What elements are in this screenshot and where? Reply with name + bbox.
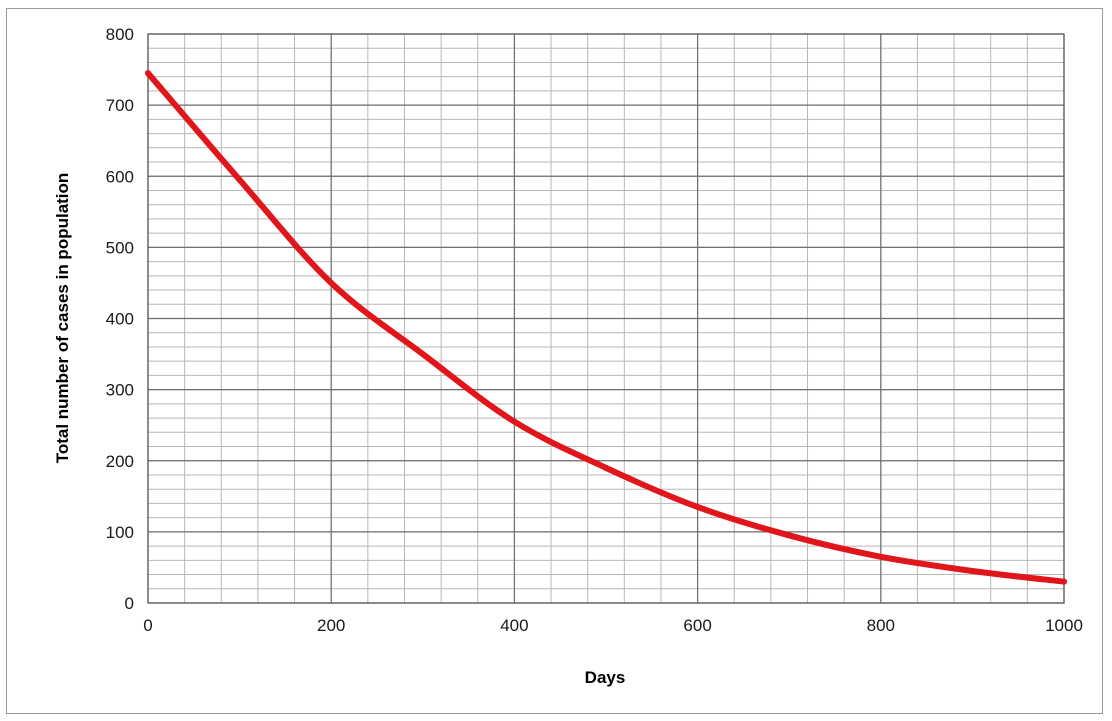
data-point	[511, 418, 518, 425]
y-tick-label: 0	[125, 594, 134, 613]
x-tick-label: 0	[143, 616, 152, 635]
x-tick-label: 600	[683, 616, 711, 635]
data-point	[877, 553, 884, 560]
data-point	[328, 279, 335, 286]
y-tick-label: 600	[106, 167, 134, 186]
data-point	[145, 70, 151, 77]
data-point	[419, 351, 426, 358]
y-tick-label: 200	[106, 452, 134, 471]
y-tick-label: 800	[106, 25, 134, 44]
y-tick-label: 700	[106, 96, 134, 115]
y-tick-label: 100	[106, 523, 134, 542]
data-point	[236, 176, 243, 183]
x-tick-label: 800	[867, 616, 895, 635]
x-tick-label: 1000	[1045, 616, 1083, 635]
series-line	[145, 70, 1067, 585]
y-axis-title: Total number of cases in population	[53, 173, 72, 464]
y-tick-label: 400	[106, 310, 134, 329]
x-tick-label: 200	[317, 616, 345, 635]
series-marks	[145, 70, 1067, 585]
data-point	[603, 464, 609, 471]
y-tick-label: 300	[106, 381, 134, 400]
data-point	[969, 567, 976, 574]
x-tick-label: 400	[500, 616, 528, 635]
grid-major	[147, 33, 1065, 604]
y-tick-label: 500	[106, 238, 134, 257]
x-axis-title: Days	[585, 668, 626, 687]
data-point	[694, 503, 701, 510]
plot-area-border	[147, 33, 1065, 604]
data-point	[1061, 578, 1067, 585]
data-point	[786, 532, 793, 539]
tick-labels: 0 200 400 600 800 1000 0 100 200 300 400 500 600 700 8…	[106, 25, 1083, 635]
